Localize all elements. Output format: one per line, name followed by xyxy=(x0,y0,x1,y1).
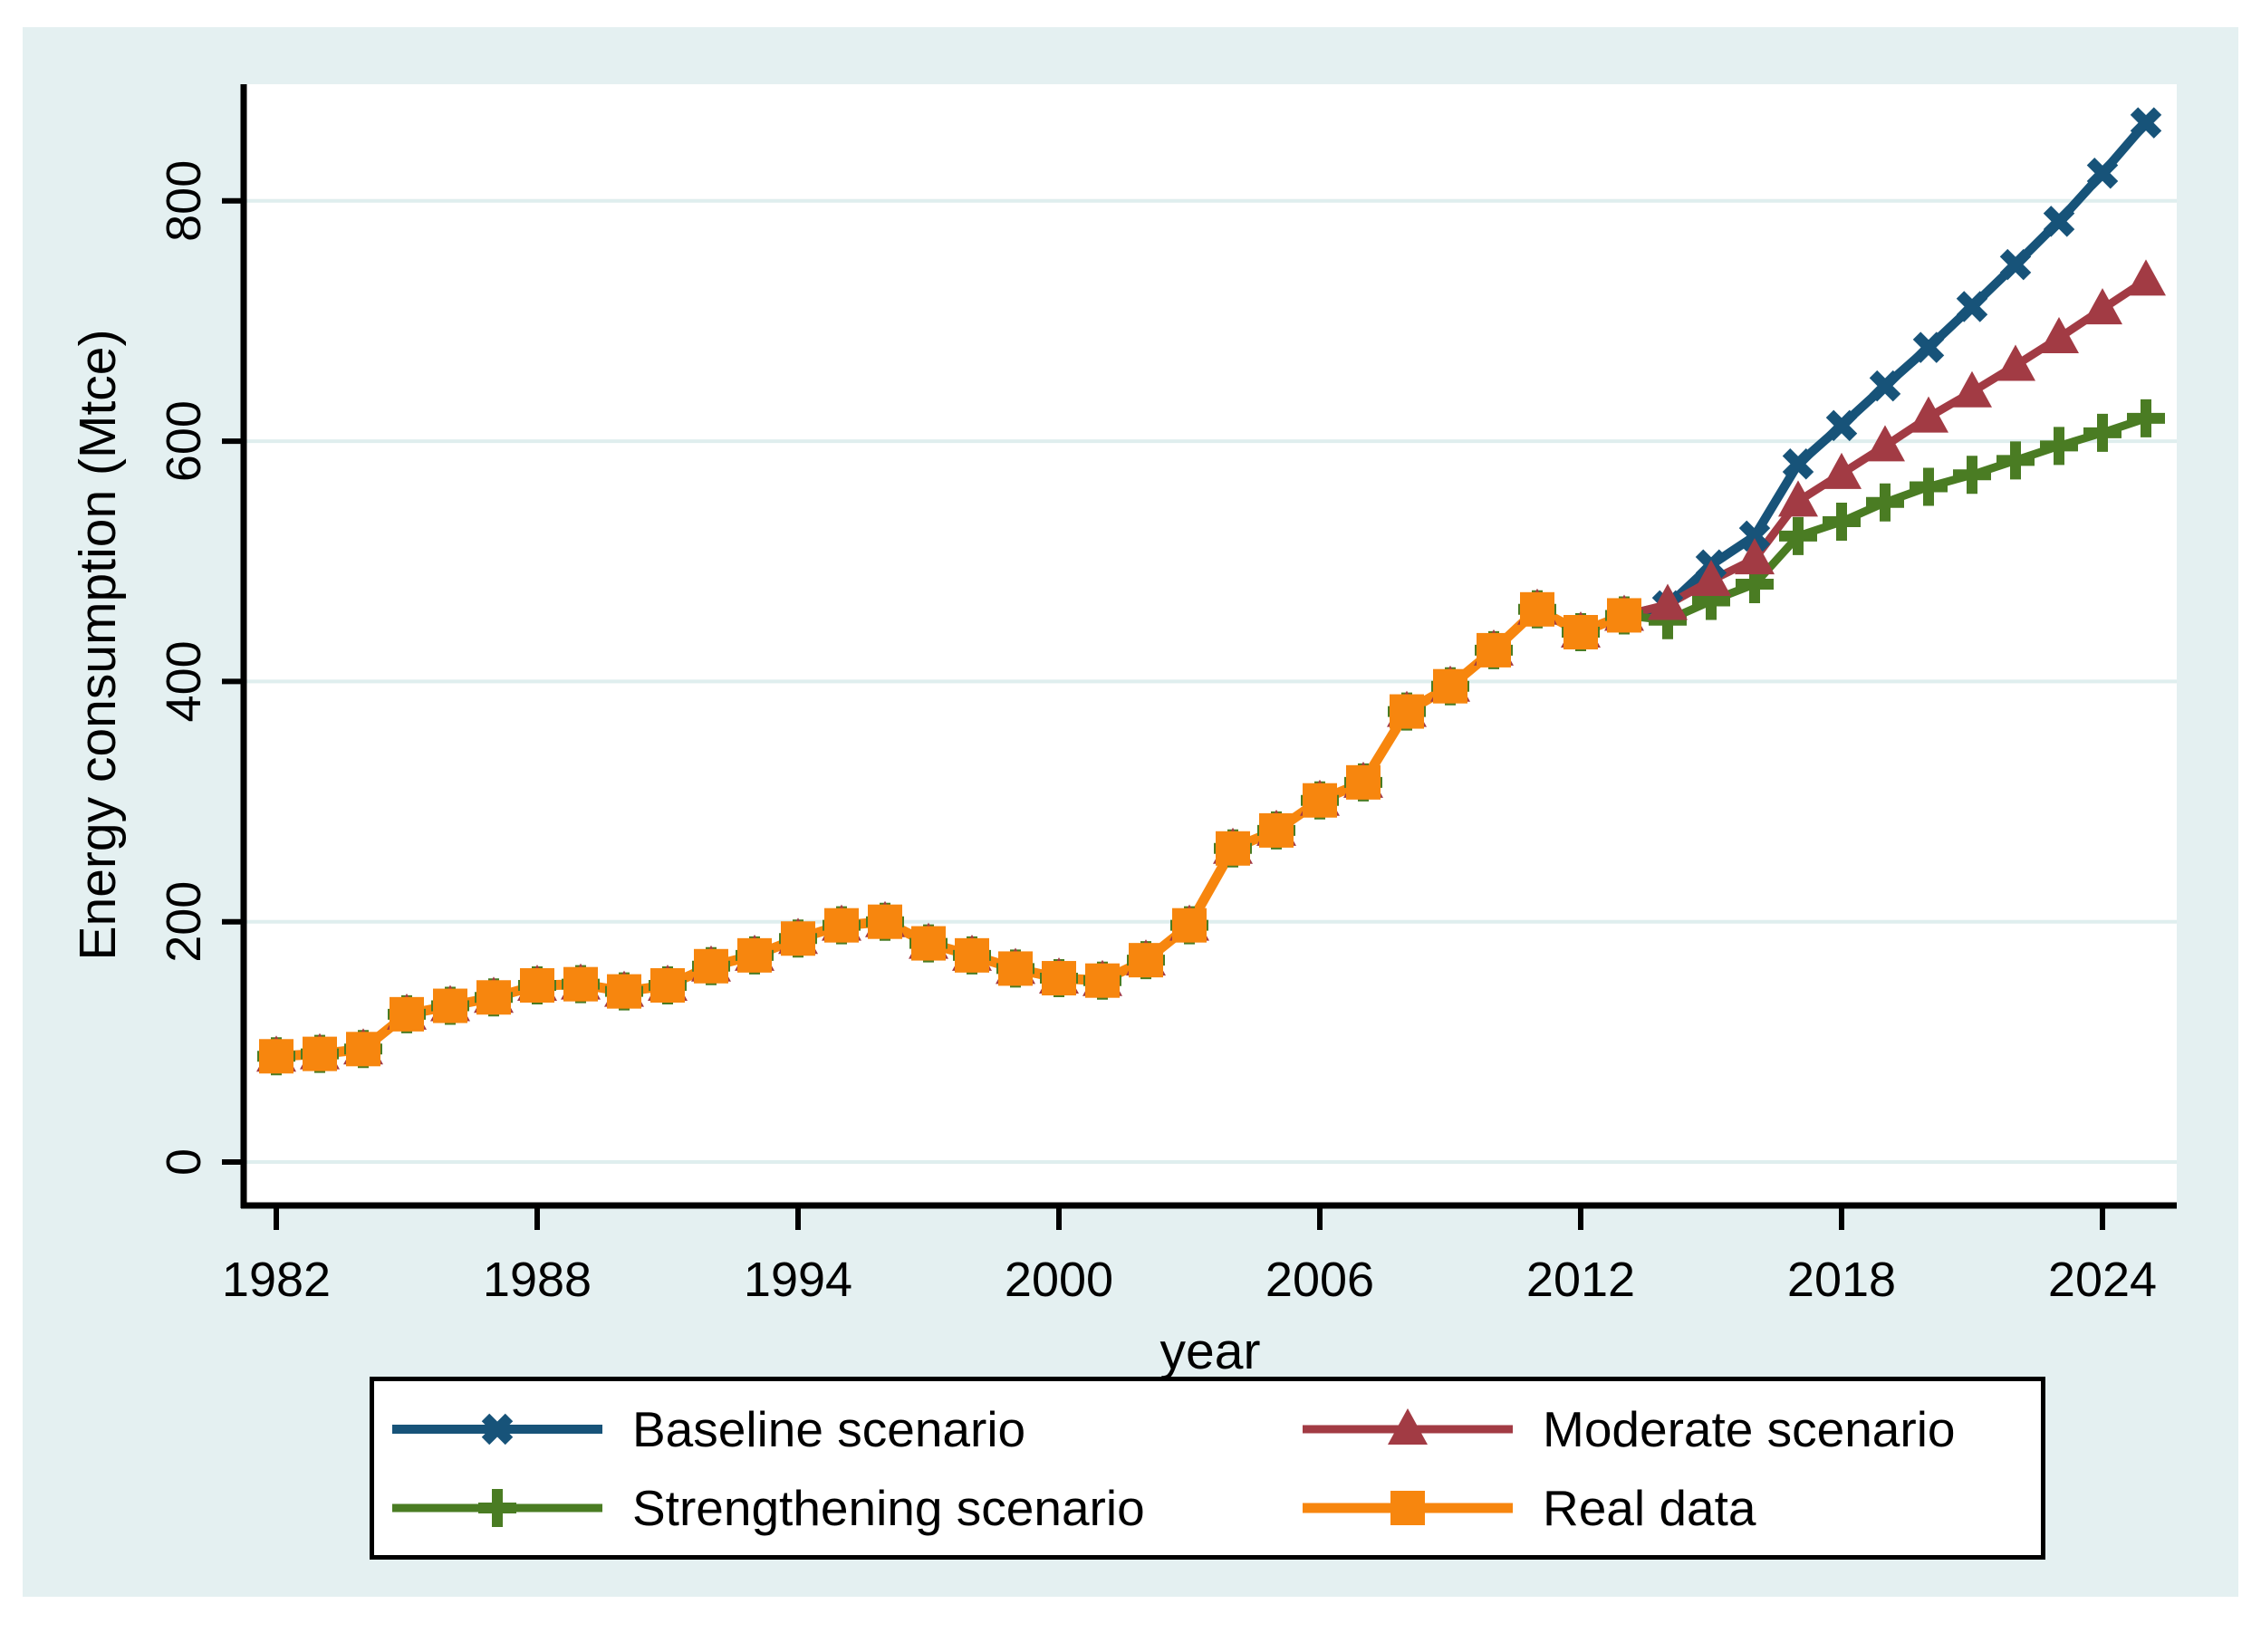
marker-moderate-2021 xyxy=(1952,370,1992,408)
marker-real-1998 xyxy=(955,937,989,973)
real-legend-marker xyxy=(1303,1491,1513,1525)
marker-moderate-2025 xyxy=(2126,259,2166,296)
marker-real-1989 xyxy=(563,966,598,1002)
legend-label-real: Real data xyxy=(1543,1480,1756,1536)
x-tick-label-2024: 2024 xyxy=(2048,1253,2157,1307)
moderate-legend-marker xyxy=(1303,1408,1513,1445)
legend-entry-real: Real data xyxy=(1303,1480,1756,1536)
strengthening-legend-marker xyxy=(392,1489,602,1527)
y-tick-label-600: 600 xyxy=(157,400,211,482)
legend-label-strengthening: Strengthening scenario xyxy=(632,1480,1145,1536)
marker-real-2010 xyxy=(1477,632,1511,668)
marker-baseline-2018 xyxy=(1825,409,1858,442)
marker-real-1986 xyxy=(433,988,467,1023)
x-tick-label-1994: 1994 xyxy=(744,1253,852,1307)
y-tick-label-800: 800 xyxy=(157,160,211,242)
marker-moderate-2022 xyxy=(1996,344,2035,381)
marker-real-2002 xyxy=(1129,943,1163,978)
marker-real-1982 xyxy=(259,1039,293,1074)
legend-label-baseline: Baseline scenario xyxy=(632,1401,1026,1457)
marker-moderate-2017 xyxy=(1778,480,1818,517)
marker-real-2003 xyxy=(1172,908,1207,943)
marker-real-1987 xyxy=(476,980,511,1015)
marker-real-2007 xyxy=(1346,764,1381,800)
x-tick-label-1988: 1988 xyxy=(483,1253,592,1307)
marker-baseline-2023 xyxy=(2043,206,2075,237)
x-tick-label-2012: 2012 xyxy=(1526,1253,1635,1307)
legend-label-moderate: Moderate scenario xyxy=(1543,1401,1956,1457)
marker-real-2012 xyxy=(1563,615,1598,650)
marker-real-1992 xyxy=(694,948,728,984)
marker-real-2009 xyxy=(1433,668,1467,704)
y-axis-title: Energy consumption (Mtce) xyxy=(69,329,127,961)
marker-strengthening-2019 xyxy=(1866,483,1904,522)
marker-real-1991 xyxy=(650,968,685,1004)
marker-strengthening-2023 xyxy=(2040,427,2078,466)
marker-strengthening-2021 xyxy=(1953,456,1991,495)
marker-moderate-2018 xyxy=(1822,452,1862,489)
x-tick-label-2018: 2018 xyxy=(1787,1253,1896,1307)
marker-real-1999 xyxy=(998,951,1033,986)
marker-real-1996 xyxy=(868,904,902,939)
marker-strengthening-2020 xyxy=(1910,467,1948,506)
legend-entry-baseline: Baseline scenario xyxy=(392,1401,1026,1457)
marker-moderate-2023 xyxy=(2039,317,2079,354)
marker-baseline-2021 xyxy=(1956,291,1988,322)
legend-entry-moderate: Moderate scenario xyxy=(1303,1401,1956,1457)
marker-real-1985 xyxy=(390,996,424,1032)
marker-real-2008 xyxy=(1390,694,1424,729)
marker-real-1990 xyxy=(607,974,641,1009)
marker-real-2013 xyxy=(1607,598,1641,633)
marker-strengthening-2025 xyxy=(2127,399,2165,437)
marker-baseline-2017 xyxy=(1782,448,1814,480)
marker-real-1993 xyxy=(737,937,772,973)
marker-moderate-2019 xyxy=(1865,425,1905,462)
marker-real-2011 xyxy=(1520,591,1554,627)
marker-strengthening-2018 xyxy=(1823,502,1861,541)
marker-real-1984 xyxy=(346,1032,380,1067)
legend xyxy=(370,1377,2045,1560)
marker-strengthening-2024 xyxy=(2083,413,2121,452)
marker-real-2000 xyxy=(1042,961,1076,996)
x-tick-label-2000: 2000 xyxy=(1005,1253,1113,1307)
marker-baseline-2020 xyxy=(1912,331,1945,363)
marker-baseline-2025 xyxy=(2130,107,2162,139)
legend-marker-shape-moderate xyxy=(1388,1408,1428,1445)
marker-baseline-2019 xyxy=(1869,370,1901,402)
marker-real-2006 xyxy=(1303,783,1337,818)
x-axis-title: year xyxy=(1159,1322,1261,1380)
marker-real-2004 xyxy=(1216,831,1250,866)
marker-real-2001 xyxy=(1085,963,1120,998)
marker-real-1988 xyxy=(520,968,554,1004)
y-tick-label-200: 200 xyxy=(157,881,211,963)
marker-moderate-2015 xyxy=(1691,559,1731,596)
legend-entry-strengthening: Strengthening scenario xyxy=(392,1480,1145,1536)
legend-marker-shape-strengthening xyxy=(478,1489,516,1527)
marker-strengthening-2022 xyxy=(1996,441,2035,480)
marker-real-2005 xyxy=(1259,812,1294,848)
legend-marker-shape-baseline xyxy=(481,1413,514,1446)
legend-marker-shape-real xyxy=(1390,1491,1425,1525)
marker-baseline-2024 xyxy=(2086,158,2119,189)
baseline-legend-marker xyxy=(392,1413,602,1446)
marker-baseline-2016 xyxy=(1738,520,1771,552)
y-tick-label-400: 400 xyxy=(157,640,211,722)
marker-real-1994 xyxy=(781,921,815,956)
x-tick-label-2006: 2006 xyxy=(1265,1253,1374,1307)
marker-real-1995 xyxy=(824,908,859,943)
marker-baseline-2022 xyxy=(1999,248,2032,281)
marker-real-1983 xyxy=(303,1036,337,1071)
x-tick-label-1982: 1982 xyxy=(222,1253,331,1307)
marker-strengthening-2017 xyxy=(1779,516,1817,555)
marker-moderate-2024 xyxy=(2083,288,2122,325)
marker-moderate-2020 xyxy=(1909,396,1948,433)
marker-moderate-2016 xyxy=(1735,538,1775,575)
marker-real-1997 xyxy=(911,926,946,961)
plot-area xyxy=(244,84,2177,1205)
y-tick-label-0: 0 xyxy=(157,1148,211,1176)
marker-moderate-2014 xyxy=(1648,583,1688,620)
